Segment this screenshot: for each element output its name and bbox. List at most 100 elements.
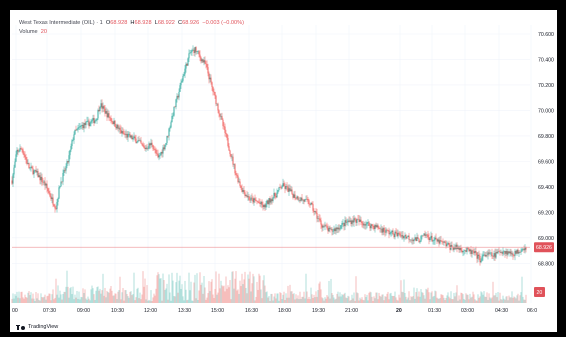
volume-bar: [195, 275, 196, 303]
candle-body: [82, 125, 83, 126]
candle-body: [299, 200, 300, 201]
candle-body: [457, 245, 458, 249]
candle-body: [491, 252, 492, 253]
price-tick-label: 69.200: [538, 210, 554, 216]
volume-bar: [147, 285, 148, 303]
volume-bar: [250, 272, 251, 303]
candle-body: [498, 251, 499, 253]
time-axis[interactable]: 00 07:30 09:00 10:30 12:00 13:30 15:00 16:30 18:…: [12, 308, 537, 314]
candle-body: [443, 242, 444, 243]
volume-bar: [63, 294, 64, 303]
volume-bar: [344, 294, 345, 303]
volume-bar: [382, 295, 383, 303]
candle-body: [123, 131, 124, 134]
volume-label[interactable]: Volume: [19, 29, 38, 35]
volume-bar: [187, 300, 188, 303]
candle-body: [389, 231, 390, 234]
candle-body: [242, 188, 243, 192]
volume-bar: [86, 299, 87, 303]
volume-bar: [493, 282, 494, 303]
volume-bar: [414, 288, 415, 303]
candle-body: [73, 140, 74, 141]
candle-body: [248, 196, 249, 197]
candle-body: [90, 123, 91, 126]
volume-bar: [23, 297, 24, 303]
volume-bar: [142, 295, 143, 303]
candle-body: [194, 50, 195, 53]
candle-body: [265, 205, 266, 208]
volume-bar: [56, 279, 57, 303]
candle-body: [421, 236, 422, 241]
volume-bar: [384, 300, 385, 303]
volume-bar: [393, 296, 394, 303]
volume-bar: [445, 300, 446, 303]
volume-bar: [155, 296, 156, 303]
tradingview-logo-icon[interactable]: [16, 325, 25, 330]
candle-body: [246, 195, 247, 196]
volume-bar: [273, 301, 274, 303]
candle-body: [179, 92, 180, 97]
volume-bar: [112, 291, 113, 303]
volume-bar: [516, 298, 517, 303]
candle-body: [117, 125, 118, 128]
volume-bar: [385, 296, 386, 303]
candle-body: [324, 226, 325, 227]
candle-body: [312, 203, 313, 204]
candle-body: [367, 222, 368, 224]
candle-body: [383, 228, 384, 233]
candle-body: [205, 60, 206, 63]
volume-bar: [298, 295, 299, 303]
candle-body: [390, 233, 391, 234]
candle-body: [374, 226, 375, 229]
volume-bar: [53, 289, 54, 303]
candle-body: [507, 251, 508, 255]
volume-bar: [492, 297, 493, 303]
candle-body: [196, 47, 197, 52]
brand-name[interactable]: TradingView: [28, 324, 58, 330]
volume-bar: [508, 300, 509, 303]
volume-bar: [161, 278, 162, 303]
volume-bar: [60, 291, 61, 303]
volume-bar: [178, 293, 179, 303]
volume-bar: [403, 292, 404, 303]
price-chart[interactable]: 68.926 20 70.600 70.400 70.200 70.000 69.800 6…: [10, 10, 557, 332]
volume-bar: [354, 293, 355, 303]
volume-bar: [291, 291, 292, 303]
candle-body: [230, 151, 231, 155]
candle-body: [253, 198, 254, 202]
volume-bar: [525, 300, 526, 303]
candle-body: [87, 121, 88, 122]
candle-body: [503, 252, 504, 254]
price-tick-label: 69.600: [538, 159, 554, 165]
price-axis[interactable]: 70.600 70.400 70.200 70.000 69.800 69.600 69.4…: [538, 32, 554, 267]
volume-bar: [452, 299, 453, 303]
price-tick-label: 70.400: [538, 57, 554, 63]
volume-bar: [297, 299, 298, 303]
candle-body: [45, 182, 46, 186]
volume-bar: [315, 297, 316, 303]
volume-bar: [185, 281, 186, 303]
candle-body: [165, 145, 166, 149]
symbol-name[interactable]: West Texas Intermediate (OIL) · 1: [19, 20, 103, 26]
volume-bar: [489, 293, 490, 303]
volume-bar: [453, 299, 454, 303]
candle-body: [143, 144, 144, 146]
volume-bar: [115, 293, 116, 303]
candle-body: [349, 221, 350, 222]
volume-bar: [399, 295, 400, 303]
candle-body: [178, 96, 179, 97]
volume-bar: [265, 286, 266, 303]
candle-body: [446, 243, 447, 247]
volume-bar: [313, 298, 314, 303]
candle-body: [360, 220, 361, 222]
volume-bar: [97, 287, 98, 303]
volume-bar: [98, 286, 99, 303]
volume-bar: [177, 273, 178, 303]
volume-bar: [386, 297, 387, 303]
volume-bar: [74, 299, 75, 303]
candle-body: [243, 190, 244, 192]
volume-bar: [477, 301, 478, 303]
candle-body: [131, 135, 132, 137]
candle-body: [86, 122, 87, 125]
volume-bar: [110, 289, 111, 303]
